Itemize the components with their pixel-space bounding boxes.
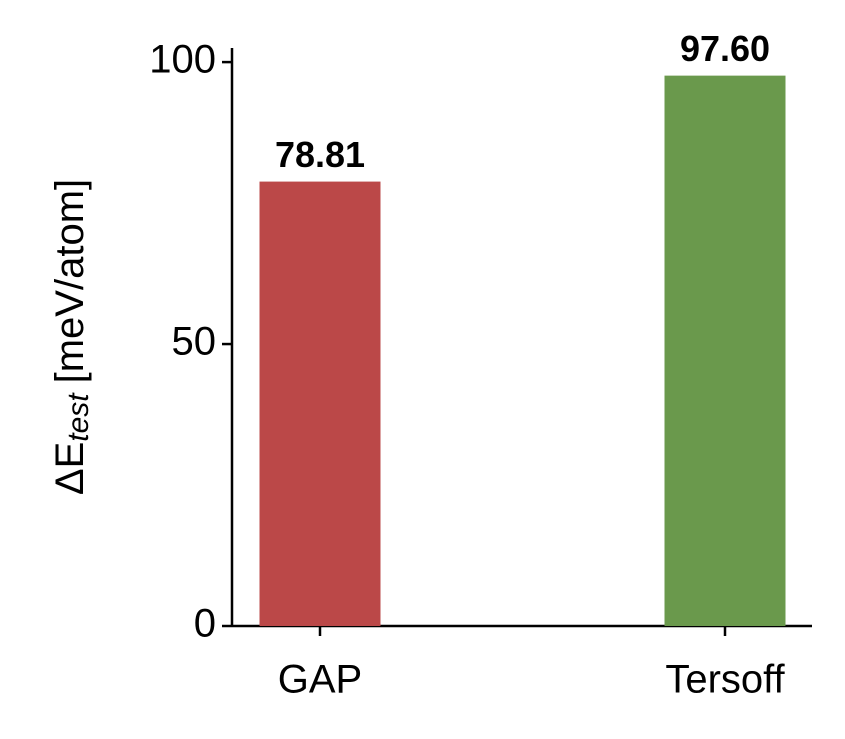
- x-tick-label: GAP: [278, 658, 362, 702]
- y-label-unit: [meV/atom]: [48, 179, 92, 384]
- bar: [259, 181, 381, 626]
- x-tick-label: Tersoff: [665, 658, 785, 702]
- value-label: 97.60: [680, 28, 770, 69]
- bar: [664, 75, 786, 626]
- y-axis-label: ΔEtest [meV/atom]: [48, 179, 95, 495]
- y-tick-label: 50: [172, 320, 217, 364]
- y-tick-label: 100: [149, 38, 216, 82]
- y-label-main: ΔE: [48, 442, 92, 495]
- y-label-sub: test: [62, 392, 95, 442]
- value-label: 78.81: [275, 134, 365, 175]
- y-tick-label: 0: [194, 602, 216, 646]
